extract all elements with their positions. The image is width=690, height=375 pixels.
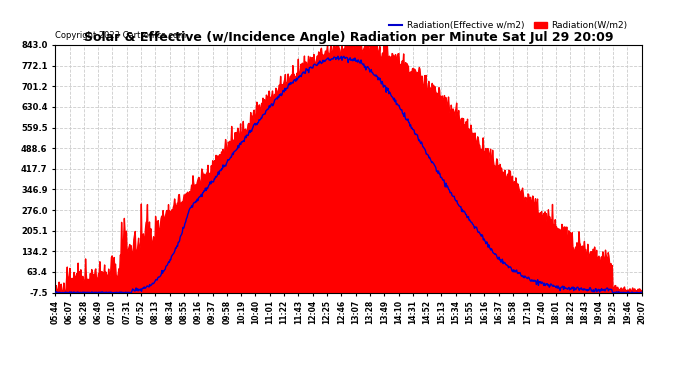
Title: Solar & Effective (w/Incidence Angle) Radiation per Minute Sat Jul 29 20:09: Solar & Effective (w/Incidence Angle) Ra… (83, 31, 613, 44)
Text: Copyright 2023 Cartronics.com: Copyright 2023 Cartronics.com (55, 31, 186, 40)
Legend: Radiation(Effective w/m2), Radiation(W/m2): Radiation(Effective w/m2), Radiation(W/m… (385, 17, 631, 33)
